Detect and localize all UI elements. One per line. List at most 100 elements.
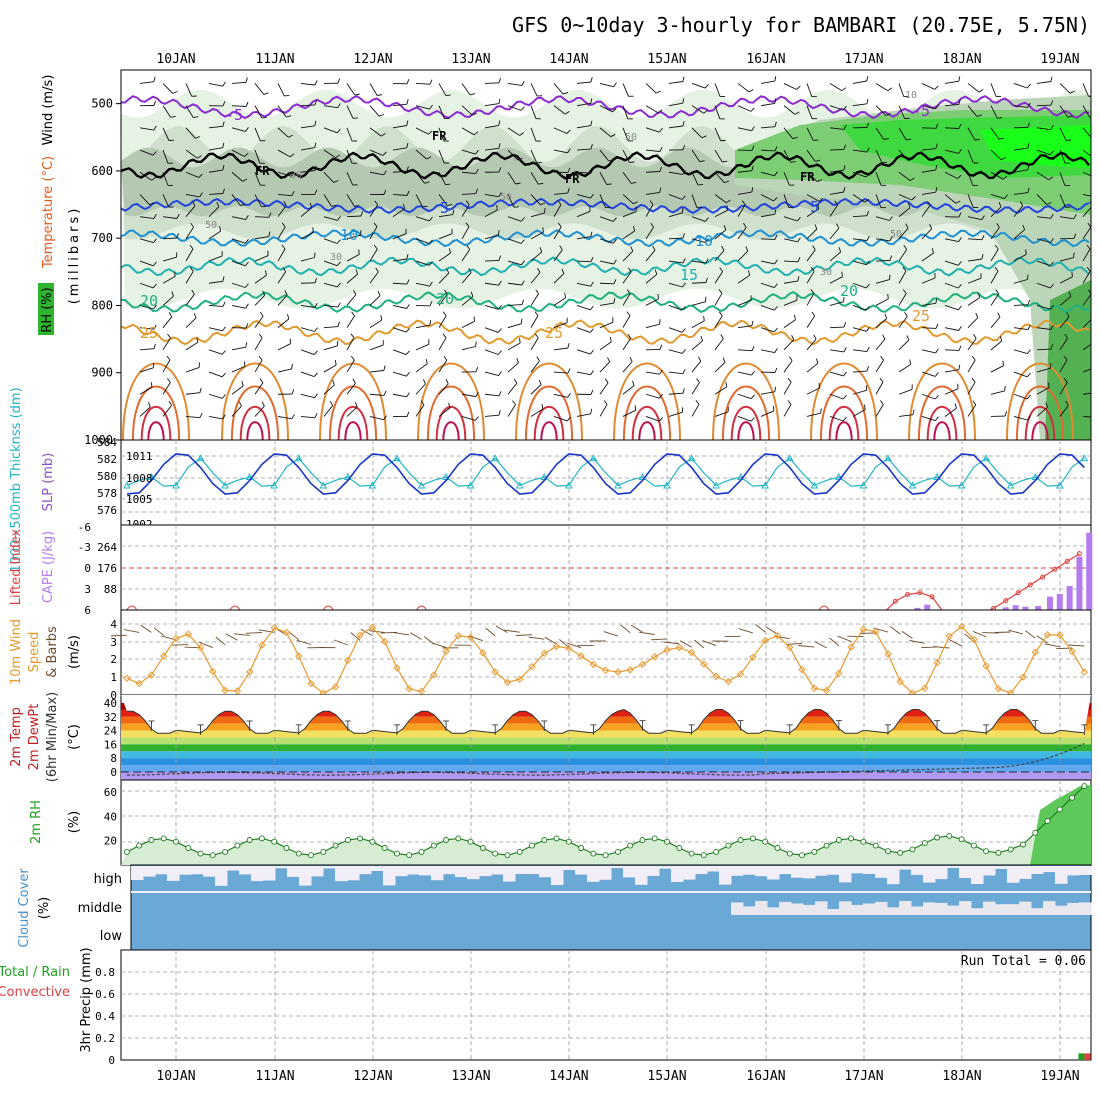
wind-barb [668, 212, 683, 218]
wind-barb [774, 146, 778, 152]
wind-barb [360, 230, 362, 236]
wind-barb [530, 127, 537, 142]
wind-barb [1025, 249, 1027, 255]
wind-barb [796, 216, 801, 222]
wind-barb [883, 137, 889, 140]
wind-barb [1059, 382, 1068, 395]
wind-barb [814, 641, 827, 649]
wind-barb [402, 203, 406, 209]
wind-barb [921, 349, 936, 354]
wind-barb [208, 230, 221, 240]
wind-barb [334, 639, 349, 646]
thickness-point [614, 481, 622, 489]
wind-barb [553, 105, 566, 115]
wind-barb [852, 370, 868, 373]
wind-barb [461, 393, 476, 397]
wind-barb [773, 197, 778, 202]
y-tick-label: 1 [110, 671, 117, 684]
wind-barb [429, 320, 432, 326]
high-cloud-gap [899, 866, 912, 870]
wind-barb [438, 407, 451, 417]
rh-point [418, 848, 425, 855]
wind-barb [682, 121, 685, 127]
wind-speed-point [577, 652, 585, 660]
wind-barb [1086, 267, 1091, 272]
wind-barb [507, 105, 522, 111]
wind-barb [691, 320, 705, 329]
y-tick-label: 8 [110, 752, 117, 765]
wind-barb [139, 260, 154, 267]
wind-barb [639, 631, 655, 635]
wind-barb [415, 343, 430, 351]
wind-barb [944, 103, 959, 107]
temp-contour-label: 20 [840, 282, 858, 300]
wind-barb [668, 305, 683, 311]
wind-barb [392, 147, 407, 151]
rh-point [234, 842, 241, 849]
wind-barb [631, 181, 637, 184]
wind-barb [998, 202, 1002, 208]
wind-barb [392, 233, 407, 240]
rh-point [123, 848, 130, 855]
wind-barb [852, 171, 867, 178]
wind-speed-point [994, 684, 1003, 693]
wind-speed-point [798, 665, 806, 674]
wind-barb [659, 146, 663, 152]
wind-barb [774, 386, 777, 392]
wind-barb [1013, 327, 1028, 331]
wind-barb [576, 305, 591, 311]
wind-barb [562, 91, 569, 95]
wind-barb [484, 305, 499, 310]
wind-barb [1027, 164, 1030, 170]
wind-barb [875, 194, 882, 208]
wind-barb [978, 292, 981, 298]
wind-speed-point [159, 652, 168, 660]
wind-barb [955, 200, 961, 204]
wind-barb [668, 125, 683, 129]
wind-barb [990, 83, 997, 97]
wind-barb [921, 416, 936, 422]
wind-barb [875, 338, 886, 351]
rh-point [725, 842, 732, 849]
wind-barb [208, 371, 223, 378]
cape-bar [914, 607, 921, 610]
wind-barb [507, 342, 521, 351]
high-cloud-gap [203, 866, 216, 877]
wind-speed-point [417, 687, 426, 696]
wind-barb [1082, 271, 1091, 284]
wind-barb [300, 170, 315, 173]
wind-barb [497, 350, 502, 355]
wind-barb [737, 227, 747, 240]
freezing-label: FR [432, 129, 447, 143]
wind-barb [944, 305, 959, 311]
wind-barb [170, 115, 176, 118]
wind-barb [691, 404, 700, 417]
wind-barb [406, 372, 410, 377]
rh-point [443, 837, 450, 843]
y-tick-label: 0 [110, 766, 117, 779]
wind-barb [994, 631, 1011, 633]
wind-barb [567, 343, 570, 349]
rh-point [222, 848, 229, 855]
rh-point [504, 852, 511, 859]
wind-barb [192, 201, 196, 207]
wind-barb [283, 200, 287, 206]
wind-barb [852, 389, 867, 395]
wind-speed-point [331, 683, 340, 691]
wind-barb [1036, 348, 1052, 351]
wind-speed-point [466, 633, 475, 642]
wind-barb [422, 205, 428, 208]
wind-barb [622, 194, 634, 205]
wind-barb [668, 371, 683, 375]
wind-barb [714, 171, 725, 183]
wind-barb [921, 228, 933, 240]
wind-barb [406, 99, 409, 105]
wind-barb [196, 337, 199, 343]
wind-barb [498, 410, 501, 416]
wind-barb [967, 359, 976, 373]
wind-barb [281, 222, 286, 228]
y-tick-label: 16 [104, 738, 117, 751]
high-cloud-gap [923, 866, 936, 883]
wind-barb [176, 213, 180, 219]
